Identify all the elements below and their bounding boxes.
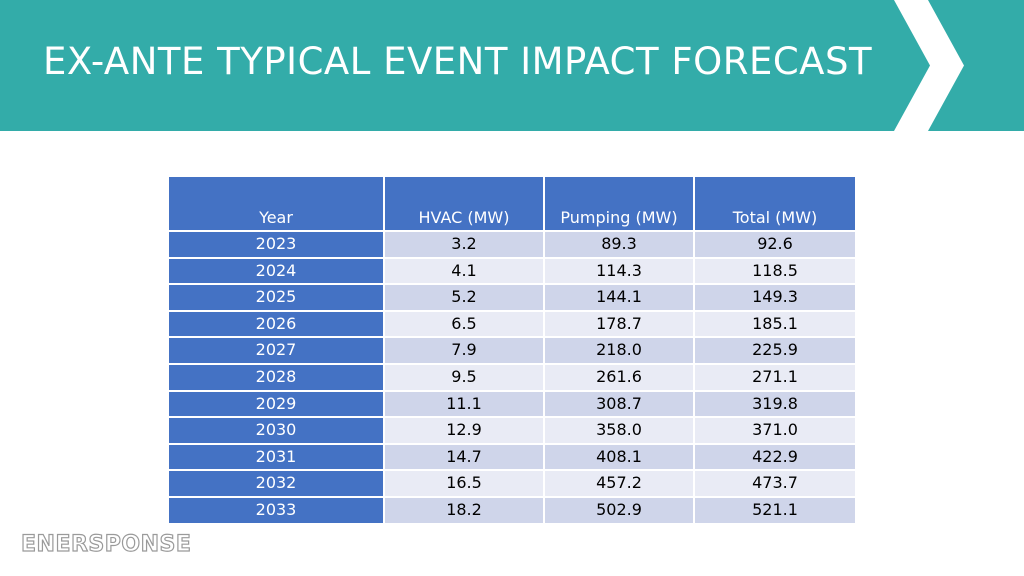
year-cell: 2027: [169, 338, 383, 363]
header-year: Year: [169, 177, 383, 230]
hvac-cell: 5.2: [385, 285, 543, 310]
chevron-right-icon: [894, 0, 964, 131]
total-cell: 225.9: [695, 338, 855, 363]
year-cell: 2032: [169, 471, 383, 496]
table-row: 2031 14.7 408.1 422.9: [169, 444, 855, 470]
year-cell: 2031: [169, 444, 383, 470]
year-cell: 2025: [169, 285, 383, 310]
hvac-cell: 18.2: [385, 497, 543, 523]
year-cell: 2028: [169, 364, 383, 390]
pumping-cell: 178.7: [545, 311, 693, 337]
table-header-row: Year HVAC (MW) Pumping (MW) Total (MW): [169, 177, 855, 230]
year-cell: 2024: [169, 258, 383, 284]
table-row: 2030 12.9 358.0 371.0: [169, 418, 855, 443]
hvac-cell: 7.9: [385, 338, 543, 363]
pumping-cell: 457.2: [545, 471, 693, 496]
table-row: 2029 11.1 308.7 319.8: [169, 391, 855, 417]
pumping-cell: 502.9: [545, 497, 693, 523]
pumping-cell: 261.6: [545, 364, 693, 390]
table-row: 2028 9.5 261.6 271.1: [169, 364, 855, 390]
table-row: 2032 16.5 457.2 473.7: [169, 471, 855, 496]
year-cell: 2023: [169, 232, 383, 257]
table-row: 2033 18.2 502.9 521.1: [169, 497, 855, 523]
hvac-cell: 3.2: [385, 232, 543, 257]
header-pumping: Pumping (MW): [545, 177, 693, 230]
hvac-cell: 9.5: [385, 364, 543, 390]
total-cell: 271.1: [695, 364, 855, 390]
total-cell: 92.6: [695, 232, 855, 257]
header-band: [0, 0, 1024, 131]
total-cell: 149.3: [695, 285, 855, 310]
year-cell: 2026: [169, 311, 383, 337]
year-cell: 2029: [169, 391, 383, 417]
slide-title: EX-ANTE TYPICAL EVENT IMPACT FORECAST: [43, 40, 873, 83]
table-row: 2024 4.1 114.3 118.5: [169, 258, 855, 284]
hvac-cell: 6.5: [385, 311, 543, 337]
total-cell: 319.8: [695, 391, 855, 417]
hvac-cell: 14.7: [385, 444, 543, 470]
total-cell: 185.1: [695, 311, 855, 337]
total-cell: 118.5: [695, 258, 855, 284]
pumping-cell: 408.1: [545, 444, 693, 470]
pumping-cell: 144.1: [545, 285, 693, 310]
hvac-cell: 12.9: [385, 418, 543, 443]
table-row: 2027 7.9 218.0 225.9: [169, 338, 855, 363]
pumping-cell: 358.0: [545, 418, 693, 443]
total-cell: 422.9: [695, 444, 855, 470]
pumping-cell: 89.3: [545, 232, 693, 257]
header-total: Total (MW): [695, 177, 855, 230]
table-row: 2026 6.5 178.7 185.1: [169, 311, 855, 337]
forecast-table: Year HVAC (MW) Pumping (MW) Total (MW) 2…: [167, 175, 857, 525]
hvac-cell: 11.1: [385, 391, 543, 417]
year-cell: 2033: [169, 497, 383, 523]
header-hvac: HVAC (MW): [385, 177, 543, 230]
hvac-cell: 16.5: [385, 471, 543, 496]
year-cell: 2030: [169, 418, 383, 443]
company-logo: ENERSPONSE: [20, 531, 192, 557]
total-cell: 473.7: [695, 471, 855, 496]
table-row: 2025 5.2 144.1 149.3: [169, 285, 855, 310]
hvac-cell: 4.1: [385, 258, 543, 284]
total-cell: 371.0: [695, 418, 855, 443]
table-row: 2023 3.2 89.3 92.6: [169, 232, 855, 257]
pumping-cell: 114.3: [545, 258, 693, 284]
pumping-cell: 218.0: [545, 338, 693, 363]
total-cell: 521.1: [695, 497, 855, 523]
pumping-cell: 308.7: [545, 391, 693, 417]
